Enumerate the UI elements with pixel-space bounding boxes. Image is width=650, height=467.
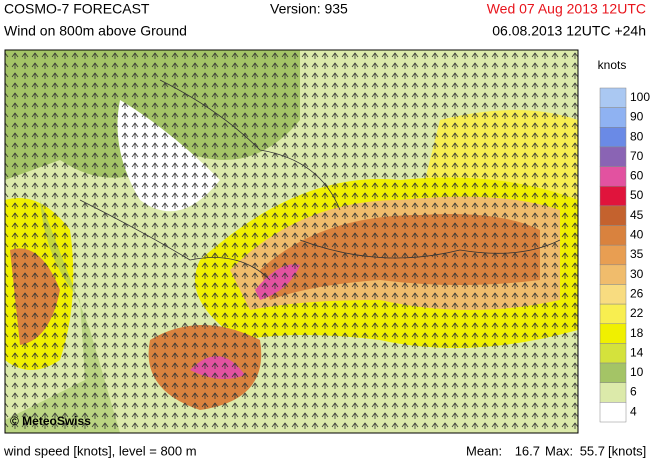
- legend-swatch: [599, 127, 627, 148]
- legend: 100 90 80 70 60 50 45 40 35 30 26 22 18 14 10 6 4: [599, 87, 650, 423]
- legend-swatch: [599, 225, 627, 246]
- legend-label: 70: [630, 149, 644, 163]
- version: Version: 935: [270, 1, 348, 17]
- legend-swatch: [599, 303, 627, 325]
- map-frame: [4, 49, 579, 434]
- legend-label: 10: [630, 365, 644, 379]
- legend-swatch: [599, 382, 627, 403]
- legend-swatch: [599, 264, 627, 285]
- legend-swatch: [599, 205, 627, 226]
- run-time: 06.08.2013 12UTC +24h: [492, 23, 646, 39]
- field-title: Wind on 800m above Ground: [4, 23, 187, 39]
- legend-swatch: [599, 87, 627, 108]
- legend-label: 60: [630, 169, 644, 183]
- legend-label: 50: [630, 188, 644, 202]
- unit: [knots]: [608, 443, 646, 458]
- legend-label: 6: [630, 385, 637, 399]
- legend-swatch: [599, 343, 627, 364]
- footer-description: wind speed [knots], level = 800 m: [3, 443, 197, 458]
- legend-swatch: [599, 323, 627, 344]
- legend-swatch: [599, 146, 627, 167]
- legend-title: knots: [598, 58, 627, 72]
- legend-swatch: [599, 284, 627, 305]
- legend-label: 45: [630, 208, 644, 222]
- legend-label: 30: [630, 267, 644, 281]
- legend-label: 40: [630, 228, 644, 242]
- legend-swatch: [599, 107, 627, 128]
- legend-label: 35: [630, 247, 644, 261]
- legend-label: 80: [630, 129, 644, 143]
- legend-label: 26: [630, 286, 644, 300]
- mean-label: Mean:: [466, 443, 502, 458]
- legend-swatch: [599, 402, 627, 423]
- legend-label: 18: [630, 326, 644, 340]
- legend-label: 22: [630, 306, 644, 320]
- legend-label: 90: [630, 110, 644, 124]
- max-value: 55.7: [580, 443, 605, 458]
- legend-swatch: [599, 185, 627, 207]
- legend-swatch: [599, 362, 627, 383]
- legend-swatch: [599, 244, 627, 266]
- product-title: COSMO-7 FORECAST: [4, 1, 150, 17]
- legend-label: 14: [630, 345, 644, 359]
- max-label: Max:: [545, 443, 573, 458]
- legend-swatch: [599, 166, 627, 187]
- mean-value: 16.7: [515, 443, 540, 458]
- legend-label: 100: [630, 90, 650, 104]
- valid-time: Wed 07 Aug 2013 12UTC: [487, 1, 646, 17]
- copyright: © MeteoSwiss: [10, 414, 91, 428]
- legend-label: 4: [630, 404, 637, 418]
- map: [5, 50, 578, 433]
